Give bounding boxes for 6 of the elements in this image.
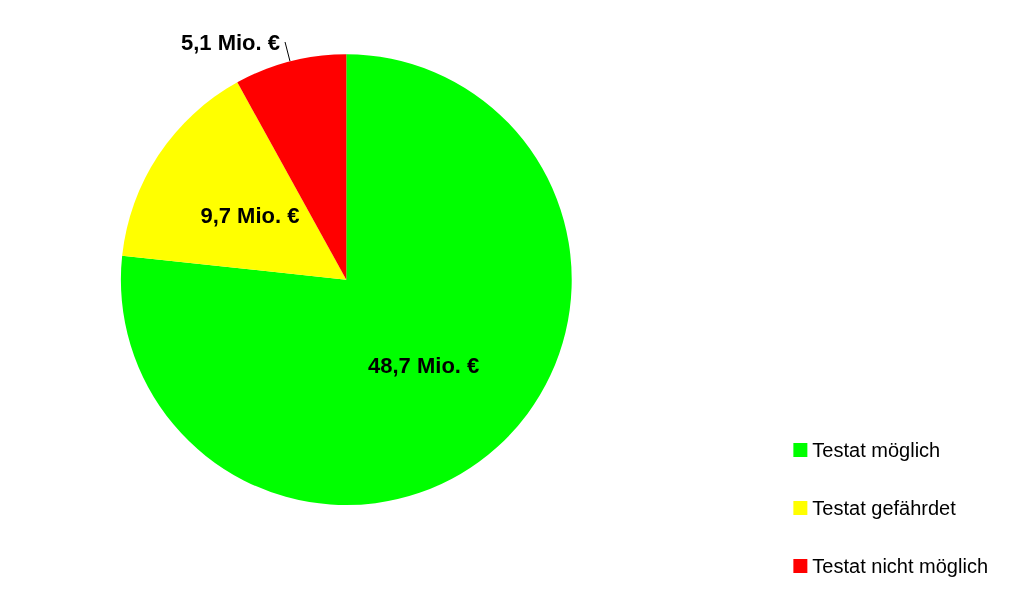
legend-label: Testat nicht möglich [812, 555, 989, 577]
legend-label: Testat gefährdet [812, 497, 957, 519]
data-label: 48,7 Mio. € [368, 353, 480, 379]
legend-label: Testat möglich [812, 439, 941, 461]
data-label: 9,7 Mio. € [200, 203, 300, 229]
data-label: 5,1 Mio. € [180, 29, 281, 55]
